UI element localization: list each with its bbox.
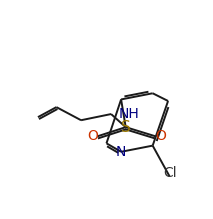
Text: O: O	[87, 129, 98, 143]
Text: O: O	[155, 129, 166, 143]
Text: N: N	[116, 145, 126, 159]
Text: Cl: Cl	[164, 166, 177, 180]
Text: NH: NH	[119, 107, 140, 121]
Text: S: S	[121, 120, 131, 135]
